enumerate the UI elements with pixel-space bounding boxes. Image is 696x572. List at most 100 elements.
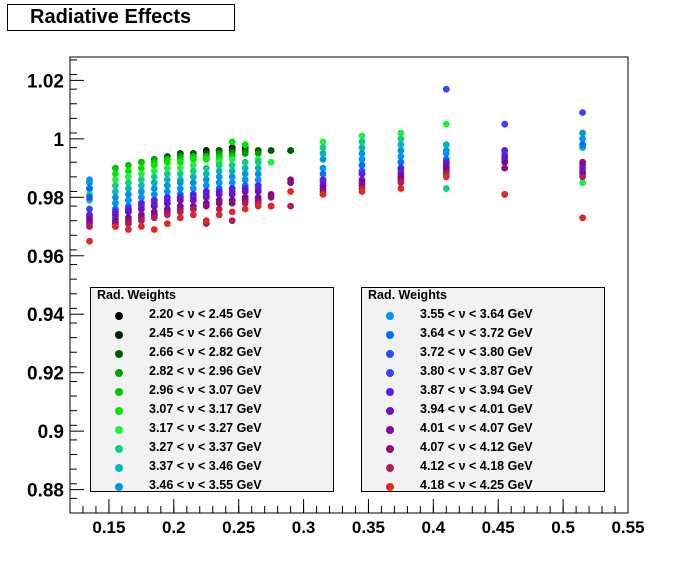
legend-left: Rad. Weights 2.20 < ν < 2.45 GeV 2.45 < ν … bbox=[90, 287, 334, 492]
data-point bbox=[228, 179, 236, 187]
data-point bbox=[150, 161, 158, 169]
data-point bbox=[254, 164, 262, 172]
data-point bbox=[501, 164, 509, 172]
data-point bbox=[579, 179, 586, 187]
data-point bbox=[202, 182, 210, 190]
data-point bbox=[138, 170, 145, 178]
legend-right: Rad. Weights 3.55 < ν < 3.64 GeV 3.64 < ν … bbox=[361, 287, 605, 492]
legend-marker bbox=[115, 350, 123, 358]
data-point bbox=[163, 193, 171, 201]
data-point bbox=[319, 144, 327, 152]
data-point bbox=[124, 191, 132, 198]
data-point bbox=[215, 179, 223, 187]
y-tick-label: 0.92 bbox=[27, 364, 64, 385]
data-point bbox=[215, 173, 223, 181]
data-point bbox=[163, 158, 171, 166]
data-point bbox=[189, 173, 197, 181]
legend-title: Rad. Weights bbox=[368, 288, 447, 302]
data-point bbox=[267, 158, 275, 166]
legend-marker bbox=[386, 407, 394, 415]
data-point bbox=[150, 214, 158, 222]
data-point bbox=[397, 158, 405, 166]
data-point bbox=[189, 211, 197, 219]
data-point bbox=[202, 193, 210, 201]
legend-entry: 4.07 < ν < 4.12 GeV bbox=[362, 439, 604, 458]
data-point bbox=[287, 188, 294, 195]
y-tick-label: 0.96 bbox=[27, 247, 64, 268]
data-point bbox=[202, 170, 210, 178]
data-point bbox=[189, 196, 197, 204]
data-point bbox=[176, 196, 184, 204]
data-point bbox=[358, 138, 366, 146]
data-point bbox=[254, 188, 262, 195]
data-point bbox=[287, 147, 294, 154]
x-tick-label: 0.45 bbox=[482, 518, 515, 537]
data-point bbox=[358, 170, 366, 178]
data-point bbox=[397, 185, 405, 192]
legend-entry: 2.66 < ν < 2.82 GeV bbox=[91, 344, 333, 363]
data-point bbox=[287, 179, 294, 187]
data-point bbox=[501, 158, 509, 166]
data-point bbox=[189, 161, 197, 169]
legend-label: 2.96 < ν < 3.07 GeV bbox=[149, 383, 262, 397]
legend-marker bbox=[386, 388, 394, 396]
data-point bbox=[189, 191, 197, 198]
data-point bbox=[358, 150, 366, 157]
data-points bbox=[86, 85, 586, 245]
data-point bbox=[138, 182, 145, 190]
legend-label: 2.20 < ν < 2.45 GeV bbox=[149, 307, 262, 321]
data-point bbox=[176, 170, 184, 178]
data-point bbox=[189, 205, 197, 213]
legend-marker bbox=[115, 483, 123, 491]
x-tick-label: 0.3 bbox=[292, 518, 316, 537]
legend-entry: 2.20 < ν < 2.45 GeV bbox=[91, 306, 333, 325]
data-point bbox=[202, 155, 210, 163]
legend-entry: 4.18 < ν < 4.25 GeV bbox=[362, 477, 604, 496]
data-point bbox=[241, 199, 249, 207]
data-point bbox=[138, 188, 145, 195]
data-point bbox=[163, 170, 171, 178]
data-point bbox=[228, 138, 236, 146]
data-point bbox=[189, 185, 197, 192]
data-point bbox=[319, 191, 327, 198]
data-point bbox=[124, 167, 132, 175]
data-point bbox=[138, 199, 145, 207]
data-point bbox=[86, 237, 93, 245]
data-point bbox=[241, 158, 249, 166]
legend-entry: 3.07 < ν < 3.17 GeV bbox=[91, 401, 333, 420]
data-point bbox=[202, 188, 210, 195]
legend-entry: 3.64 < ν < 3.72 GeV bbox=[362, 325, 604, 344]
data-point bbox=[138, 193, 145, 201]
legend-label: 4.12 < ν < 4.18 GeV bbox=[420, 459, 533, 473]
data-point bbox=[215, 205, 223, 213]
data-point bbox=[241, 150, 249, 157]
data-point bbox=[150, 202, 158, 210]
data-point bbox=[176, 179, 184, 187]
data-point bbox=[215, 191, 223, 198]
legend-label: 4.01 < ν < 4.07 GeV bbox=[420, 421, 533, 435]
data-point bbox=[176, 185, 184, 192]
data-point bbox=[138, 223, 145, 230]
data-point bbox=[397, 147, 405, 154]
legend-entry: 3.37 < ν < 3.46 GeV bbox=[91, 458, 333, 477]
data-point bbox=[228, 217, 236, 225]
data-point bbox=[124, 208, 132, 216]
data-point bbox=[176, 164, 184, 172]
data-point bbox=[124, 220, 132, 228]
data-point bbox=[254, 170, 262, 178]
data-point bbox=[138, 176, 145, 184]
data-point bbox=[202, 176, 210, 184]
legend-label: 3.72 < ν < 3.80 GeV bbox=[420, 345, 533, 359]
y-tick-label: 0.98 bbox=[27, 188, 64, 209]
data-point bbox=[163, 176, 171, 184]
legend-title: Rad. Weights bbox=[97, 288, 176, 302]
data-point bbox=[124, 161, 132, 169]
data-point bbox=[501, 191, 509, 198]
data-point bbox=[215, 167, 223, 175]
legend-entry: 3.80 < ν < 3.87 GeV bbox=[362, 363, 604, 382]
legend-marker bbox=[386, 350, 394, 358]
legend-label: 2.66 < ν < 2.82 GeV bbox=[149, 345, 262, 359]
data-point bbox=[442, 185, 450, 192]
data-point bbox=[397, 153, 405, 160]
